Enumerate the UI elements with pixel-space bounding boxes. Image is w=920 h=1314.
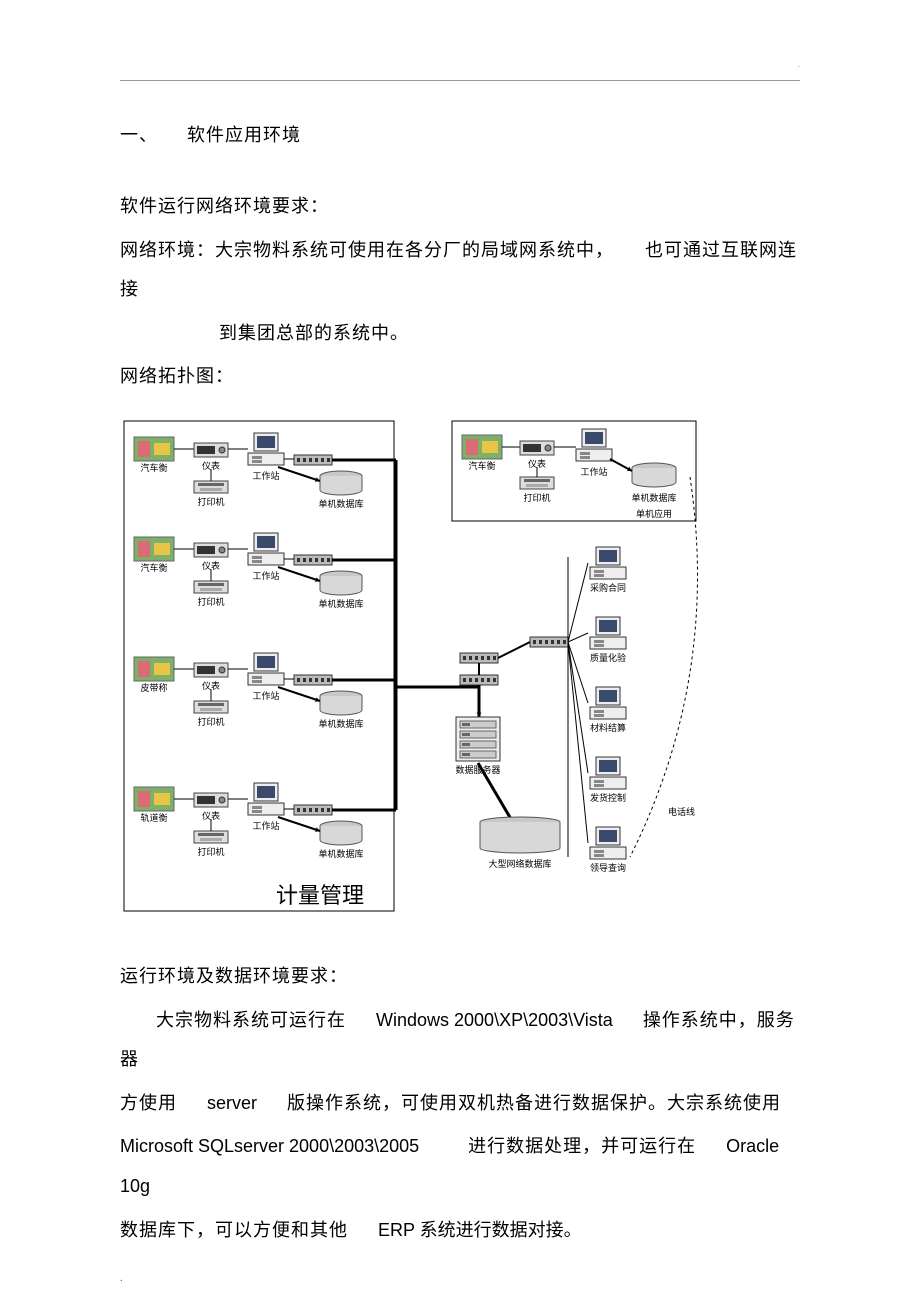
svg-text:皮带称: 皮带称: [140, 682, 167, 693]
para-net-env-a: 网络环境：大宗物料系统可使用在各分厂的局域网系统中，: [120, 240, 614, 260]
svg-text:电话线: 电话线: [668, 806, 695, 817]
network-topology-diagram: 汽车衡仪表工作站打印机单机数据库汽车衡仪表工作站打印机单机数据库皮带称仪表工作站…: [120, 417, 800, 917]
p5-pre: 大宗物料系统可运行在: [156, 1010, 346, 1030]
svg-text:单机数据库: 单机数据库: [631, 492, 676, 503]
p8-erp: ERP 系统进行数据对接。: [378, 1220, 582, 1240]
para-req-title: 软件运行网络环境要求：: [120, 187, 800, 227]
svg-text:打印机: 打印机: [197, 596, 224, 607]
p8-pre: 数据库下，可以方便和其他: [120, 1220, 348, 1240]
svg-text:单机数据库: 单机数据库: [318, 498, 363, 509]
p6-pre: 方使用: [120, 1093, 177, 1113]
svg-text:汽车衡: 汽车衡: [140, 562, 167, 573]
para-sql: Microsoft SQLserver 2000\2003\2005 进行数据处…: [120, 1127, 800, 1206]
svg-text:采购合同: 采购合同: [590, 582, 626, 593]
top-rule: [120, 80, 800, 81]
p7-sql: Microsoft SQLserver 2000\2003\2005: [120, 1136, 419, 1156]
para-topology-label: 网络拓扑图：: [120, 357, 800, 397]
para-server: 方使用 server 版操作系统，可使用双机热备进行数据保护。大宗系统使用: [120, 1084, 800, 1124]
section-heading: 一、 软件应用环境: [120, 121, 800, 147]
svg-text:大型网络数据库: 大型网络数据库: [488, 858, 551, 869]
svg-text:打印机: 打印机: [197, 496, 224, 507]
svg-text:工作站: 工作站: [252, 470, 279, 481]
p7-mid: 进行数据处理，并可运行在: [468, 1136, 696, 1156]
svg-text:领导查询: 领导查询: [590, 862, 626, 873]
para-net-env-c: 到集团总部的系统中。: [120, 314, 800, 354]
svg-text:轨道衡: 轨道衡: [140, 812, 167, 823]
svg-text:单机数据库: 单机数据库: [318, 848, 363, 859]
svg-text:发货控制: 发货控制: [590, 792, 626, 803]
para-runtime-title: 运行环境及数据环境要求：: [120, 957, 800, 997]
svg-text:汽车衡: 汽车衡: [140, 462, 167, 473]
svg-text:计量管理: 计量管理: [276, 883, 364, 908]
svg-text:打印机: 打印机: [197, 716, 224, 727]
svg-text:单机应用: 单机应用: [636, 508, 672, 519]
p6-srv: server: [207, 1093, 257, 1113]
svg-text:工作站: 工作站: [252, 570, 279, 581]
p6-post: 版操作系统，可使用双机热备进行数据保护。大宗系统使用: [287, 1093, 781, 1113]
svg-text:单机数据库: 单机数据库: [318, 598, 363, 609]
svg-text:材料结算: 材料结算: [590, 722, 626, 733]
svg-text:单机数据库: 单机数据库: [318, 718, 363, 729]
svg-text:打印机: 打印机: [523, 492, 550, 503]
svg-text:工作站: 工作站: [252, 820, 279, 831]
para-os: 大宗物料系统可运行在 Windows 2000\XP\2003\Vista 操作…: [120, 1001, 800, 1080]
svg-text:工作站: 工作站: [580, 466, 607, 477]
svg-text:汽车衡: 汽车衡: [468, 460, 495, 471]
para-net-env: 网络环境：大宗物料系统可使用在各分厂的局域网系统中， 也可通过互联网连接: [120, 231, 800, 310]
para-erp: 数据库下，可以方便和其他 ERP 系统进行数据对接。: [120, 1211, 800, 1251]
corner-mark: .: [798, 60, 800, 69]
svg-text:工作站: 工作站: [252, 690, 279, 701]
page-footer-dot: .: [120, 1273, 123, 1284]
svg-text:打印机: 打印机: [197, 846, 224, 857]
svg-text:质量化验: 质量化验: [590, 652, 626, 663]
p5-os: Windows 2000\XP\2003\Vista: [376, 1010, 613, 1030]
